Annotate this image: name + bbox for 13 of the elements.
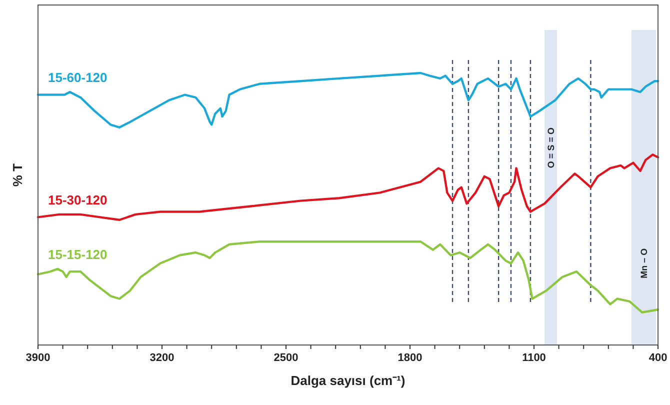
y-axis-title: % T	[10, 163, 25, 187]
series-label: 15-15-120	[48, 246, 108, 262]
x-tick-label: 2500	[274, 352, 298, 364]
series-label: 15-60-120	[48, 70, 108, 86]
band-label: O = S = O	[546, 128, 556, 168]
band-label: Mn – O	[638, 248, 649, 278]
series-label: 15-30-120	[48, 192, 108, 208]
x-tick-label: 3900	[26, 352, 50, 364]
x-axis-title: Dalga sayısı (cm⁻¹)	[290, 373, 406, 388]
x-tick-label: 3200	[150, 352, 174, 364]
x-tick-label: 400	[648, 352, 668, 364]
x-tick-label: 1800	[398, 352, 422, 364]
x-tick-label: 1100	[522, 352, 546, 364]
